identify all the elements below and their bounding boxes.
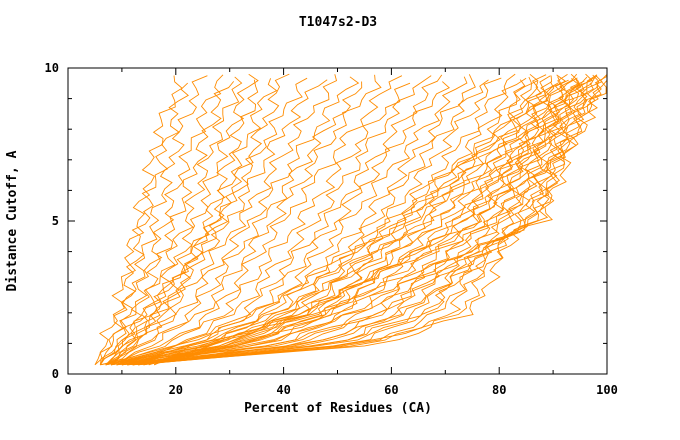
chart-title: T1047s2-D3 (299, 15, 377, 30)
svg-text:0: 0 (52, 367, 59, 381)
svg-text:20: 20 (169, 383, 183, 397)
svg-text:10: 10 (45, 61, 59, 75)
svg-text:5: 5 (52, 214, 59, 228)
x-axis-label: Percent of Residues (CA) (244, 401, 432, 416)
svg-text:80: 80 (492, 383, 506, 397)
tick-marks (67, 67, 608, 375)
svg-text:0: 0 (64, 383, 71, 397)
y-axis-label: Distance Cutoff, A (5, 150, 20, 291)
svg-text:100: 100 (596, 383, 618, 397)
curves-layer (94, 73, 608, 366)
tick-labels: 0 20 40 60 80 100 0 5 10 (45, 61, 618, 397)
svg-text:60: 60 (384, 383, 398, 397)
svg-text:40: 40 (276, 383, 290, 397)
